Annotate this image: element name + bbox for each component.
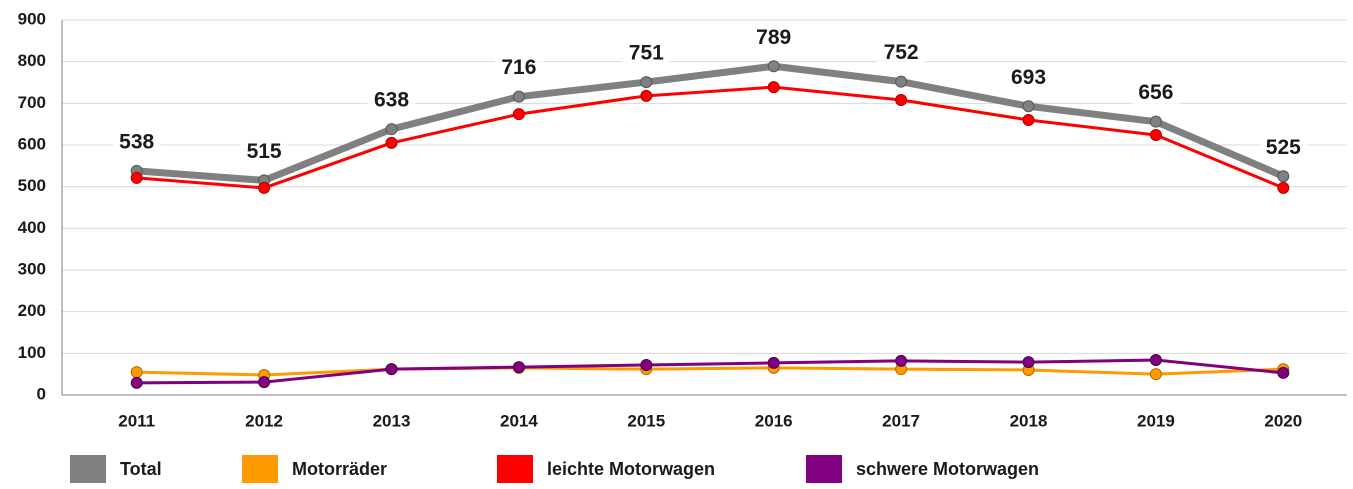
- point: [1149, 129, 1162, 141]
- point: [767, 81, 780, 94]
- data-label: 538: [119, 130, 154, 153]
- point: [258, 181, 271, 194]
- y-tick-label: 800: [18, 51, 46, 70]
- legend-label: leichte Motorwagen: [547, 459, 715, 479]
- point: [512, 90, 525, 103]
- point: [512, 108, 525, 121]
- y-tick-label: 700: [18, 93, 46, 112]
- point: [640, 76, 653, 89]
- point: [1022, 114, 1035, 126]
- legend-swatch: [242, 455, 278, 483]
- point: [1149, 115, 1162, 128]
- label-bg: [622, 41, 671, 68]
- series-line: [136, 358, 1284, 385]
- x-tick-label: 2019: [1137, 411, 1175, 430]
- label-bg: [1259, 135, 1308, 162]
- point: [640, 89, 653, 102]
- point: [1277, 366, 1290, 379]
- label-bg: [240, 139, 289, 166]
- point: [130, 171, 143, 184]
- label-bg: [112, 129, 161, 156]
- legend-label: Motorräder: [292, 459, 387, 479]
- point: [130, 376, 143, 389]
- x-tick-label: 2015: [627, 411, 665, 430]
- data-label: 752: [884, 41, 919, 64]
- y-tick-label: 200: [18, 301, 46, 320]
- label-bg: [1004, 65, 1053, 92]
- legend-label: schwere Motorwagen: [856, 459, 1039, 479]
- x-tick-label: 2012: [245, 411, 283, 430]
- y-tick-label: 400: [18, 218, 46, 237]
- point: [385, 123, 398, 136]
- series-line: [136, 85, 1284, 190]
- label-bg: [494, 55, 543, 82]
- point: [1277, 181, 1290, 194]
- x-tick-label: 2011: [118, 411, 155, 430]
- data-label: 789: [756, 26, 791, 49]
- y-tick-label: 0: [37, 384, 46, 403]
- data-label: 751: [629, 42, 664, 65]
- point: [1277, 170, 1290, 183]
- legend-swatch: [806, 455, 842, 483]
- series-line: [136, 62, 1285, 184]
- data-label: 638: [374, 89, 409, 112]
- legend-label: Total: [120, 459, 162, 479]
- point: [512, 361, 525, 374]
- y-tick-label: 300: [18, 259, 46, 278]
- point: [385, 136, 398, 149]
- point: [895, 354, 908, 367]
- series-line: [136, 366, 1284, 377]
- point: [1149, 354, 1162, 366]
- point: [640, 359, 653, 371]
- x-tick-label: 2017: [882, 411, 920, 430]
- data-label: 525: [1266, 136, 1301, 159]
- x-tick-label: 2013: [373, 411, 411, 430]
- label-bg: [1131, 80, 1180, 107]
- data-label: 656: [1138, 81, 1173, 104]
- point: [1149, 368, 1162, 381]
- point: [767, 356, 780, 369]
- x-tick-label: 2016: [755, 411, 793, 430]
- label-bg: [749, 25, 798, 52]
- label-bg: [367, 88, 416, 115]
- point: [895, 94, 908, 106]
- point: [767, 60, 780, 73]
- y-tick-label: 600: [18, 134, 46, 153]
- y-tick-label: 500: [18, 176, 46, 195]
- x-tick-label: 2014: [500, 411, 538, 430]
- point: [385, 363, 398, 376]
- label-bg: [877, 40, 926, 67]
- data-label: 693: [1011, 66, 1046, 89]
- point: [130, 366, 143, 379]
- point: [258, 376, 271, 389]
- y-tick-label: 900: [18, 9, 46, 28]
- point: [1022, 100, 1035, 113]
- legend-swatch: [497, 455, 533, 483]
- x-tick-label: 2020: [1264, 411, 1302, 430]
- point: [895, 75, 908, 88]
- legend-swatch: [70, 455, 106, 483]
- x-tick-label: 2018: [1010, 411, 1048, 430]
- data-label: 515: [247, 140, 282, 163]
- data-label: 716: [501, 56, 536, 79]
- y-tick-label: 100: [18, 343, 46, 362]
- point: [1022, 356, 1035, 369]
